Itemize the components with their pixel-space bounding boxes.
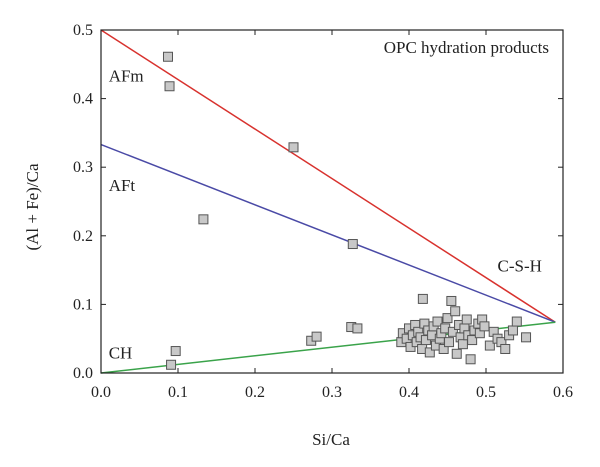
chart-labels: OPC hydration products Si/Ca (Al + Fe)/C…	[23, 38, 549, 449]
data-point	[465, 354, 476, 365]
axes: 0.0 0.1 0.2 0.3 0.4 0.5 0.6 0.0 0.1 0.2 0.3 0.4 0.5	[73, 22, 573, 401]
data-point	[417, 293, 428, 304]
data-point	[450, 306, 461, 317]
reference-line-2	[100, 143, 556, 323]
data-point	[170, 346, 181, 357]
y-tick-label: 0.3	[73, 159, 93, 176]
data-point	[446, 295, 457, 306]
data-point	[352, 323, 363, 334]
y-tick-label: 0.5	[73, 22, 93, 39]
data-point	[438, 343, 449, 354]
annotation-aft: AFt	[109, 176, 136, 195]
data-point	[467, 335, 478, 346]
data-point	[447, 326, 458, 337]
data-point	[442, 313, 453, 324]
annotation-afm: AFm	[109, 66, 144, 85]
y-tick-label: 0.1	[73, 296, 93, 313]
data-point	[166, 359, 177, 370]
y-axis-label: (Al + Fe)/Ca	[23, 163, 42, 250]
y-tick-label: 0.4	[73, 91, 93, 108]
data-point	[511, 316, 522, 327]
data-point	[424, 347, 435, 358]
y-tick-label: 0.0	[73, 365, 93, 382]
x-tick-label: 0.5	[476, 384, 496, 401]
x-tick-label: 0.3	[322, 384, 342, 401]
data-point	[461, 314, 472, 325]
data-point	[311, 331, 322, 342]
data-point	[432, 316, 443, 327]
data-point	[347, 239, 358, 250]
data-point	[162, 51, 173, 62]
x-tick-label: 0.4	[399, 384, 419, 401]
data-point	[507, 325, 518, 336]
data-point	[484, 340, 495, 351]
data-point	[521, 332, 532, 343]
annotation-ch: CH	[109, 344, 133, 363]
data-point	[479, 321, 490, 332]
data-point	[457, 339, 468, 350]
annotations: AFm AFt C-S-H CH	[109, 66, 542, 362]
data-point	[288, 142, 299, 153]
chart-title: OPC hydration products	[384, 38, 549, 57]
data-point	[198, 214, 209, 225]
y-tick-label: 0.2	[73, 228, 93, 245]
x-tick-label: 0.0	[91, 384, 111, 401]
data-point	[451, 348, 462, 359]
annotation-c-s-h: C-S-H	[498, 256, 542, 275]
x-tick-label: 0.2	[245, 384, 265, 401]
data-points	[162, 51, 532, 370]
data-point	[164, 81, 175, 92]
x-tick-label: 0.6	[553, 384, 573, 401]
x-axis-label: Si/Ca	[312, 430, 350, 449]
data-point	[500, 343, 511, 354]
data-point	[444, 337, 455, 348]
reference-line-1	[100, 29, 556, 323]
x-tick-label: 0.1	[168, 384, 188, 401]
